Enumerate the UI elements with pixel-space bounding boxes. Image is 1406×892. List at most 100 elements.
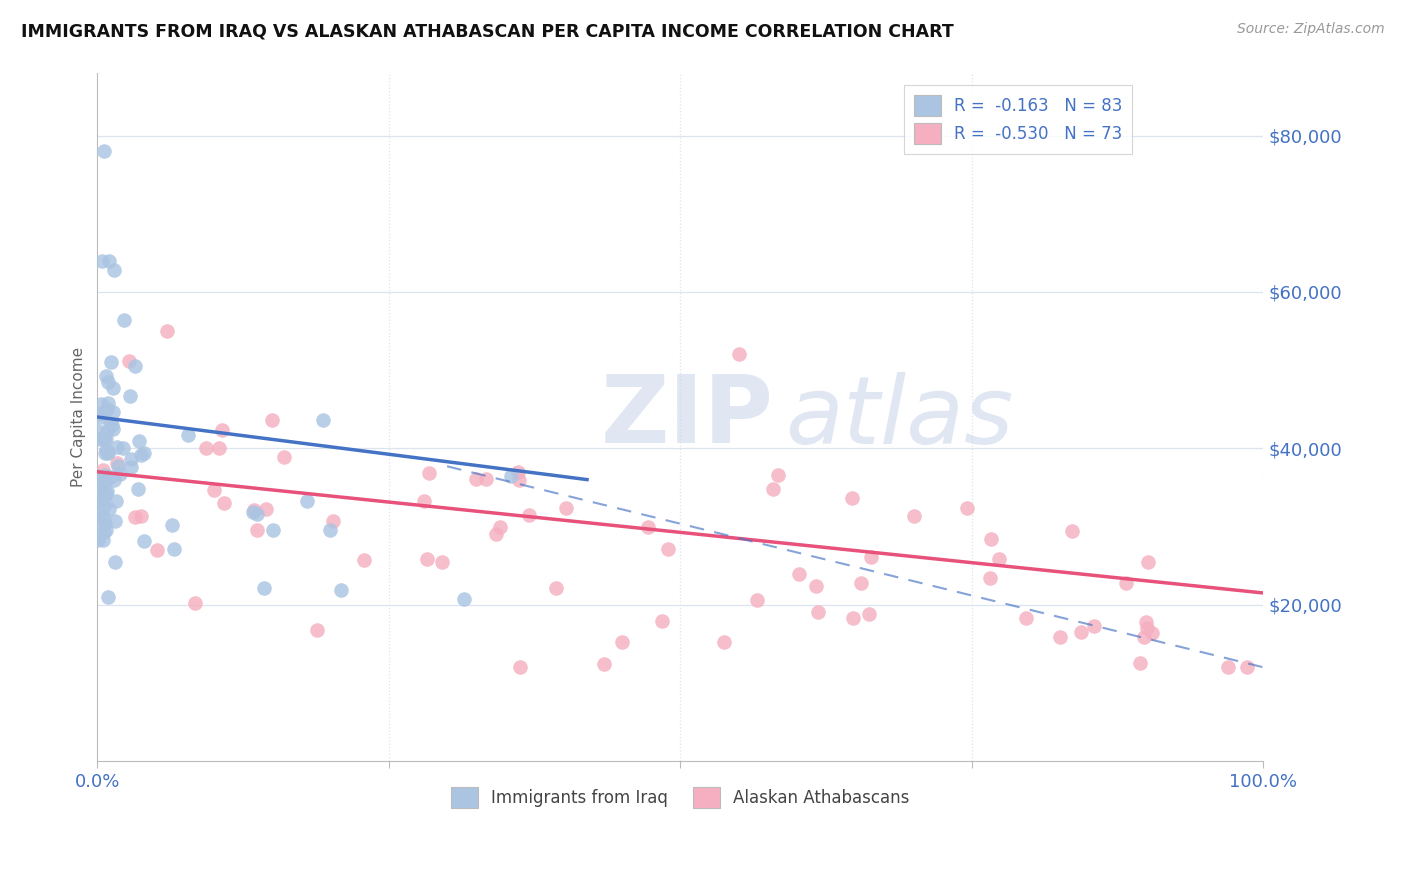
Point [1136,621,1159,635]
Point [508,473,530,487]
Point [842,611,865,625]
Point [849,575,872,590]
Point [858,607,880,621]
Point [1236,660,1258,674]
Point [105,494,128,508]
Point [637,519,659,533]
Point [104,514,127,528]
Point [254,502,277,516]
Point [89,410,111,425]
Point [93,432,115,446]
Point [319,523,342,537]
Point [112,313,135,327]
Point [418,466,440,480]
Point [100,355,122,369]
Point [89,494,111,508]
Point [96,401,118,416]
Point [593,657,616,672]
Point [501,469,523,483]
Point [98,253,121,268]
Point [120,459,142,474]
Point [163,541,186,556]
Point [91,510,114,524]
Point [86,468,108,483]
Point [120,451,142,466]
Point [1135,615,1157,630]
Point [211,423,233,437]
Point [745,593,768,607]
Point [101,418,124,433]
Point [727,347,749,361]
Point [87,479,110,493]
Point [103,473,125,487]
Point [1133,630,1156,644]
Point [94,489,117,503]
Point [90,478,112,492]
Point [1218,660,1240,674]
Point [1049,630,1071,644]
Point [111,441,134,455]
Point [98,501,121,516]
Point [91,488,114,502]
Point [195,442,218,456]
Point [129,509,152,524]
Point [246,523,269,537]
Point [97,445,120,459]
Point [762,482,785,496]
Point [1070,625,1092,640]
Point [93,533,115,547]
Point [273,450,295,464]
Point [90,518,112,533]
Legend: Immigrants from Iraq, Alaskan Athabascans: Immigrants from Iraq, Alaskan Athabascan… [444,780,917,814]
Text: ZIP: ZIP [600,371,773,463]
Point [107,458,129,473]
Point [87,508,110,523]
Point [160,518,183,533]
Point [97,445,120,459]
Point [544,581,567,595]
Point [612,635,634,649]
Point [103,405,125,419]
Point [91,463,114,477]
Point [93,524,115,539]
Point [124,359,146,373]
Point [509,660,531,674]
Point [713,635,735,649]
Point [242,505,264,519]
Point [860,549,883,564]
Point [97,395,120,409]
Point [96,369,118,384]
Point [202,483,225,497]
Point [90,487,112,501]
Point [1014,610,1036,624]
Point [94,446,117,460]
Point [1083,619,1105,633]
Point [517,508,540,522]
Point [132,446,155,460]
Point [253,582,276,596]
Point [322,514,344,528]
Point [430,555,453,569]
Point [87,424,110,438]
Point [208,441,231,455]
Point [96,523,118,537]
Point [94,468,117,483]
Point [94,432,117,446]
Point [124,509,146,524]
Point [128,434,150,448]
Point [105,440,128,454]
Point [465,472,488,486]
Point [312,413,335,427]
Point [132,533,155,548]
Point [651,615,673,629]
Point [453,591,475,606]
Point [214,496,236,510]
Point [1140,626,1163,640]
Point [93,432,115,446]
Point [1060,524,1083,538]
Point [87,432,110,446]
Point [103,262,125,277]
Point [90,476,112,491]
Point [94,473,117,487]
Point [766,468,789,483]
